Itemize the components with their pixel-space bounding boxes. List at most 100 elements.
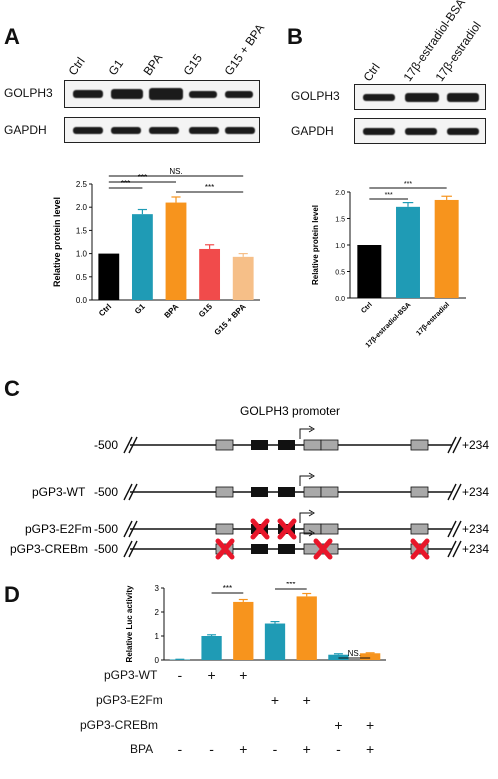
- bar: [201, 636, 222, 660]
- blot-a-gapdh-strip: [64, 117, 260, 143]
- blot-a-lane-ctrl: Ctrl: [65, 54, 88, 78]
- blot-b-row-golph3: GOLPH3: [291, 89, 340, 103]
- y-tick-label: 1.0: [76, 250, 88, 259]
- construct-label-e2fm: pGP3-E2Fm: [25, 522, 92, 536]
- significance-label: ***: [385, 192, 393, 199]
- bar: [199, 248, 221, 300]
- y-tick-label: 0: [155, 656, 160, 664]
- condition-mark: +: [239, 741, 248, 757]
- y-tick-label: 3: [155, 584, 160, 593]
- condition-mark: +: [366, 741, 375, 757]
- bar: [98, 253, 120, 300]
- y-axis-label: Relative protein level: [52, 197, 62, 287]
- bar: [296, 596, 317, 660]
- condition-label: pGP3-E2Fm: [96, 693, 163, 707]
- condition-table: pGP3-WT - + + pGP3-E2Fm + + pGP3-CREBm + + BPA - - + -…: [0, 664, 498, 779]
- bar: [396, 206, 420, 298]
- x-tick-label: 17β-estradiol: [415, 301, 451, 337]
- promoter-right-0: +234: [462, 438, 489, 452]
- condition-mark: +: [334, 717, 343, 733]
- x-tick-label: 17β-estradiol-BSA: [365, 301, 413, 349]
- condition-mark: +: [239, 667, 248, 683]
- y-tick-label: 0.0: [335, 296, 345, 303]
- chart-b: 0.0 0.5 1.0 1.5 2.0 Relative protein level Ctr…: [311, 181, 466, 349]
- bar: [131, 214, 153, 300]
- bar: [165, 202, 187, 300]
- panel-letter-b: B: [287, 24, 303, 49]
- significance-label: NS.: [348, 649, 361, 658]
- promoter-diagram: GOLPH3 promoter -500 +234 pGP3-WT -500 +…: [10, 404, 489, 560]
- significance-label: ***: [121, 179, 130, 188]
- significance-label: ***: [138, 173, 147, 182]
- significance-label: ***: [286, 582, 295, 589]
- promoter-left-0: -500: [94, 438, 118, 452]
- blot-a-row-golph3: GOLPH3: [4, 86, 53, 100]
- blot-a-lane-g15-bpa: G15 + BPA: [221, 21, 268, 78]
- condition-label: BPA: [130, 742, 154, 756]
- condition-label: pGP3-WT: [104, 668, 158, 682]
- blot-b-lane-ctrl: Ctrl: [360, 60, 383, 84]
- x-mark-icon: [410, 538, 430, 560]
- y-axis-label: Relative protein level: [311, 205, 320, 285]
- promoter-title: GOLPH3 promoter: [240, 404, 340, 418]
- bar: [232, 256, 254, 300]
- x-tick-label: G15: [197, 302, 214, 319]
- condition-mark: -: [209, 741, 214, 757]
- blot-a-golph3-strip: [64, 80, 260, 108]
- condition-mark: +: [270, 692, 280, 708]
- x-mark-icon: [215, 538, 235, 560]
- blot-b-gapdh-strip: [354, 118, 486, 144]
- construct-label-crebm: pGP3-CREBm: [10, 542, 88, 556]
- significance-label: ***: [404, 181, 412, 188]
- bar: [434, 199, 459, 298]
- x-mark-icon: [250, 518, 270, 540]
- y-tick-label: 1.0: [335, 243, 345, 250]
- condition-mark: +: [302, 741, 311, 757]
- y-tick-label: 0.0: [76, 296, 88, 305]
- y-tick-label: 1.5: [76, 226, 88, 235]
- significance-label: ***: [205, 183, 214, 192]
- promoter-row-generic: -500 +234: [94, 425, 489, 454]
- chart-a: 0.0 0.5 1.0 1.5 2.0 2.5 Relative protein level…: [52, 167, 260, 337]
- x-tick-label: Ctrl: [97, 302, 113, 318]
- x-tick-label: BPA: [163, 302, 181, 320]
- x-mark-icon: [313, 538, 333, 560]
- significance-label: ***: [223, 584, 232, 593]
- y-tick-label: 2.0: [335, 190, 345, 197]
- promoter-left-3: -500: [94, 542, 118, 556]
- blot-a-lane-g15: G15: [180, 51, 206, 78]
- x-tick-label: G15 + BPA: [213, 302, 248, 337]
- bar: [233, 601, 254, 660]
- y-axis-label: Relative Luc activity: [125, 585, 134, 662]
- promoter-row-e2fm: pGP3-E2Fm -500 +234: [25, 509, 489, 540]
- y-tick-label: 1.5: [335, 217, 345, 224]
- y-tick-label: 1: [155, 632, 160, 641]
- y-tick-label: 0.5: [76, 273, 88, 282]
- promoter-row-crebm: pGP3-CREBm -500 +234: [10, 529, 489, 560]
- panel-letter-c: C: [4, 376, 20, 401]
- blot-a-row-gapdh: GAPDH: [4, 123, 47, 137]
- y-tick-label: 2.0: [76, 203, 88, 212]
- panel-letter-d: D: [4, 582, 20, 607]
- panel-letter-a: A: [4, 24, 20, 49]
- y-tick-label: 2.5: [76, 180, 88, 189]
- bar: [264, 623, 286, 660]
- condition-mark: -: [272, 741, 278, 757]
- promoter-right-3: +234: [462, 542, 489, 556]
- blot-b-row-gapdh: GAPDH: [291, 124, 334, 138]
- condition-mark: +: [302, 692, 311, 708]
- significance-label: NS.: [169, 167, 182, 176]
- condition-mark: +: [207, 667, 216, 683]
- blot-b-golph3-strip: [354, 84, 486, 110]
- condition-mark: -: [177, 741, 183, 757]
- promoter-right-1: +234: [462, 485, 489, 499]
- promoter-right-2: +234: [462, 522, 489, 536]
- x-tick-label: Ctrl: [360, 301, 374, 315]
- bar: [357, 245, 382, 298]
- condition-mark: -: [177, 667, 183, 683]
- condition-mark: -: [336, 741, 341, 757]
- y-tick-label: 2: [155, 608, 160, 617]
- blot-a-lane-bpa: BPA: [140, 51, 166, 78]
- condition-label: pGP3-CREBm: [80, 718, 159, 732]
- bar: [328, 654, 349, 660]
